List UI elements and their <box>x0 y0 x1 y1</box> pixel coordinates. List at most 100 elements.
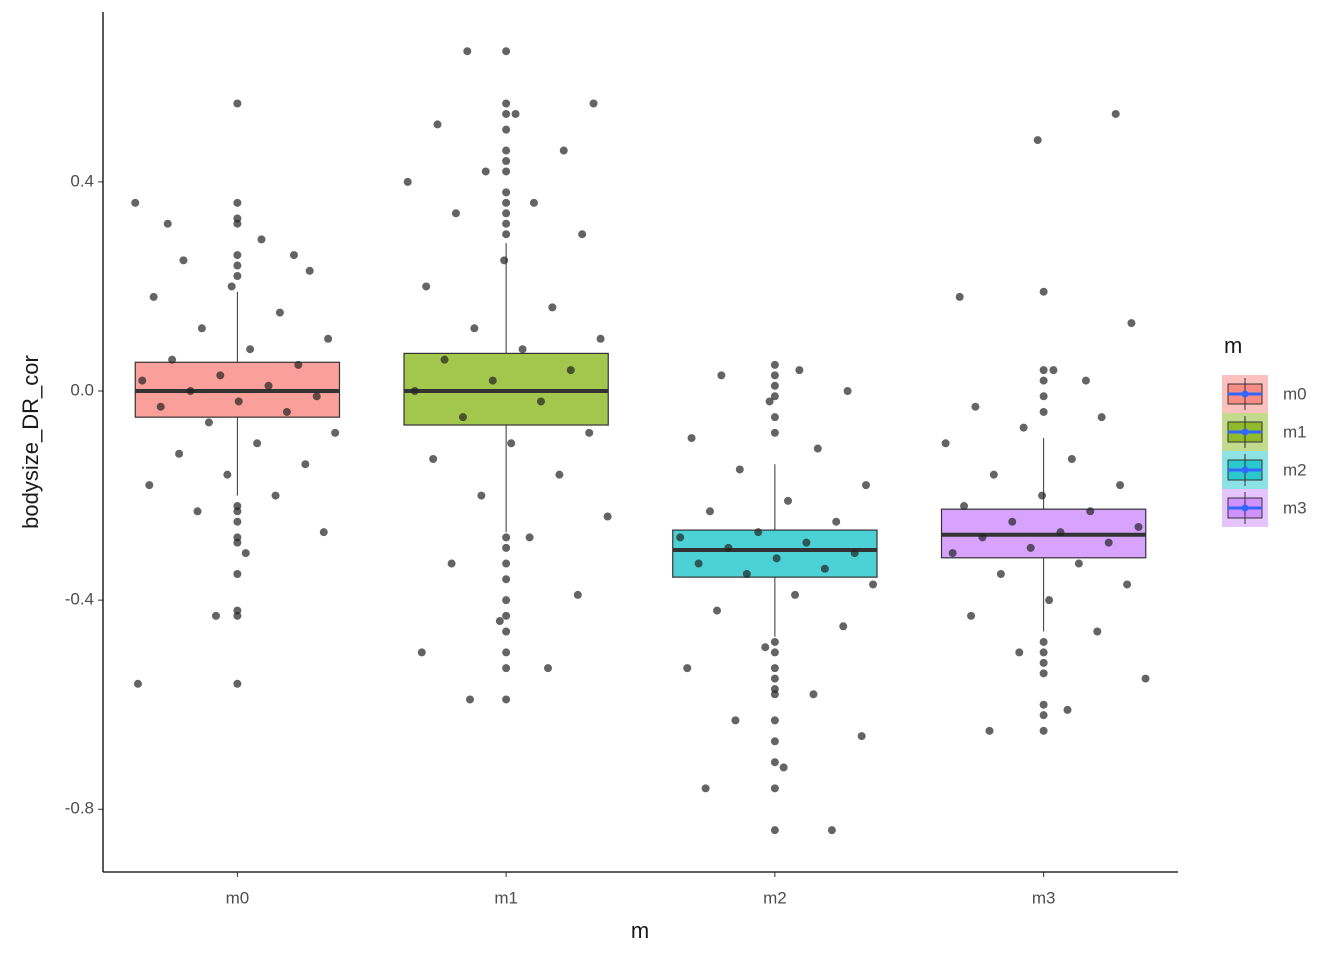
x-tick-label: m1 <box>494 888 518 907</box>
x-tick-label: m2 <box>763 888 787 907</box>
outlier <box>770 428 779 437</box>
outlier <box>770 690 779 699</box>
jitter-point <box>500 256 509 265</box>
jitter-point <box>440 355 449 364</box>
jitter-point <box>289 251 298 260</box>
outlier <box>502 167 511 176</box>
jitter-point <box>156 402 165 411</box>
outlier <box>502 125 511 134</box>
jitter-point <box>1033 136 1042 145</box>
jitter-point <box>319 528 328 537</box>
jitter-point <box>713 606 722 615</box>
jitter-point <box>463 47 472 56</box>
jitter-point <box>271 491 280 500</box>
jitter-point <box>204 418 213 427</box>
jitter-point <box>458 413 467 422</box>
jitter-point <box>211 611 220 620</box>
outlier <box>1039 366 1048 375</box>
jitter-point <box>481 167 490 176</box>
jitter-point <box>197 324 206 333</box>
outlier <box>233 538 242 547</box>
jitter-point <box>466 695 475 704</box>
outlier <box>502 230 511 239</box>
jitter-point <box>138 376 147 385</box>
jitter-point <box>559 146 568 155</box>
legend-key-dot <box>1241 466 1249 474</box>
jitter-point <box>1045 596 1054 605</box>
outlier <box>233 611 242 620</box>
legend-label: m1 <box>1283 422 1307 441</box>
jitter-point <box>676 533 685 542</box>
jitter-point <box>1134 522 1143 531</box>
jitter-point <box>573 590 582 599</box>
jitter-point <box>955 292 964 301</box>
jitter-point <box>809 690 818 699</box>
jitter-point <box>1111 109 1120 118</box>
jitter-point <box>784 496 793 505</box>
jitter-point <box>1049 366 1058 375</box>
jitter-point <box>175 449 184 458</box>
jitter-point <box>131 198 140 207</box>
jitter-point <box>869 580 878 589</box>
jitter-point <box>761 643 770 652</box>
y-axis-title: bodysize_DR_cor <box>18 355 43 529</box>
jitter-point <box>305 266 314 275</box>
jitter-point <box>827 826 836 835</box>
outlier <box>770 758 779 767</box>
jitter-point <box>257 235 266 244</box>
outlier <box>502 543 511 552</box>
outlier <box>1039 648 1048 657</box>
jitter-point <box>241 549 250 558</box>
jitter-point <box>596 334 605 343</box>
jitter-point <box>223 470 232 479</box>
jitter-point <box>264 381 273 390</box>
outlier <box>502 219 511 228</box>
outlier <box>233 198 242 207</box>
legend-key-dot <box>1241 428 1249 436</box>
jitter-point <box>1019 423 1028 432</box>
jitter-point <box>193 507 202 516</box>
jitter-point <box>989 470 998 479</box>
jitter-point <box>1116 481 1125 490</box>
jitter-point <box>742 570 751 579</box>
outlier <box>770 674 779 683</box>
jitter-point <box>246 345 255 354</box>
jitter-point <box>832 517 841 526</box>
jitter-point <box>791 590 800 599</box>
jitter-point <box>1141 674 1150 683</box>
jitter-point <box>839 622 848 631</box>
outlier <box>770 648 779 657</box>
jitter-point <box>544 664 553 673</box>
outlier <box>770 637 779 646</box>
jitter-point <box>301 460 310 469</box>
outlier <box>1039 669 1048 678</box>
jitter-point <box>985 726 994 735</box>
outlier <box>233 272 242 281</box>
outlier <box>770 413 779 422</box>
jitter-point <box>470 324 479 333</box>
jitter-point <box>971 402 980 411</box>
legend-title: m <box>1224 333 1242 358</box>
outlier <box>233 570 242 579</box>
jitter-point <box>731 716 740 725</box>
y-tick-label: -0.4 <box>65 590 94 609</box>
outlier <box>770 664 779 673</box>
outlier <box>233 679 242 688</box>
outlier <box>502 695 511 704</box>
jitter-point <box>694 559 703 568</box>
jitter-point <box>488 376 497 385</box>
jitter-point <box>687 434 696 443</box>
jitter-point <box>1104 538 1113 547</box>
outlier <box>502 198 511 207</box>
outlier <box>233 219 242 228</box>
jitter-point <box>1026 543 1035 552</box>
jitter-point <box>477 491 486 500</box>
jitter-point <box>536 397 545 406</box>
jitter-point <box>683 664 692 673</box>
jitter-point <box>1008 517 1017 526</box>
jitter-point <box>495 617 504 626</box>
y-tick-label: -0.8 <box>65 799 94 818</box>
jitter-point <box>960 502 969 511</box>
jitter-point <box>433 120 442 129</box>
